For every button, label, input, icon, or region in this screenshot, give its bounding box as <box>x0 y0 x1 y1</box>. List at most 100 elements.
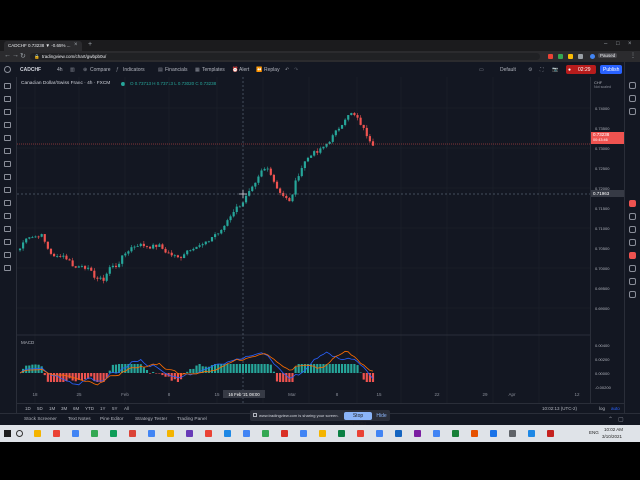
alerts-icon[interactable] <box>629 95 636 102</box>
taskbar-app-icon[interactable] <box>148 430 155 437</box>
compare-button[interactable]: Compare <box>90 67 111 73</box>
crosshair-tool-icon[interactable] <box>4 83 11 89</box>
menu-icon[interactable]: ⋮ <box>630 53 636 59</box>
hide-share-button[interactable]: Hide <box>376 412 387 419</box>
tab-close-icon[interactable]: × <box>74 42 78 48</box>
minimize-icon[interactable]: – <box>604 41 608 47</box>
lock-drawings-icon[interactable] <box>4 239 11 245</box>
replay-button[interactable]: Replay <box>264 67 280 73</box>
range-button[interactable]: 5Y <box>112 406 118 411</box>
panel-tab[interactable]: Pine Editor <box>100 417 124 422</box>
search-icon[interactable] <box>16 430 23 437</box>
trash-icon[interactable] <box>4 265 11 271</box>
trendline-tool-icon[interactable] <box>4 96 11 102</box>
taskbar-app-icon[interactable] <box>547 430 554 437</box>
panel-tab[interactable]: Trading Panel <box>177 417 207 422</box>
taskbar-app-icon[interactable] <box>224 430 231 437</box>
taskbar-app-icon[interactable] <box>129 430 136 437</box>
templates-button[interactable]: Templates <box>202 67 225 73</box>
price-axis[interactable]: CHF Not scaled 0.74000 0.73500 0.73000 0.72… <box>590 77 625 403</box>
streams-icon[interactable] <box>629 239 636 246</box>
maximize-panel-icon[interactable]: ▢ <box>618 417 624 423</box>
taskbar-app-icon[interactable] <box>262 430 269 437</box>
icon-tool-icon[interactable] <box>4 174 11 180</box>
taskbar-time[interactable]: 10:02 AM <box>604 427 624 432</box>
stop-sharing-button[interactable]: Stop sharing <box>344 411 372 427</box>
taskbar-app-icon[interactable] <box>528 430 535 437</box>
financials-button[interactable]: Financials <box>165 67 188 73</box>
forward-icon[interactable]: → <box>12 52 19 59</box>
taskbar-app-icon[interactable] <box>433 430 440 437</box>
log-toggle[interactable]: log <box>599 406 606 411</box>
extension-icon[interactable] <box>548 54 553 59</box>
chart-pane[interactable]: Canadian Dollar/Swiss Franc · 4h · FXCM … <box>17 77 607 403</box>
taskbar-app-icon[interactable] <box>376 430 383 437</box>
profile-avatar[interactable] <box>590 54 595 59</box>
taskbar-app-icon[interactable] <box>452 430 459 437</box>
ideas-icon[interactable] <box>629 226 636 233</box>
browser-tab[interactable]: CADCHF 0.73238 ▼ -0.65% ... × <box>4 41 82 51</box>
fib-tool-icon[interactable] <box>4 109 11 115</box>
price-chart[interactable]: 18 25 Feb 8 15 Mar 8 15 22 29 Apr 12 16 Feb '21 08:0… <box>17 77 590 403</box>
ruler-tool-icon[interactable] <box>4 187 11 193</box>
watchlist-icon[interactable] <box>629 82 636 89</box>
extension-icon[interactable] <box>578 54 583 59</box>
range-button[interactable]: 1Y <box>100 406 106 411</box>
taskbar-app-icon[interactable] <box>414 430 421 437</box>
range-button[interactable]: 5D <box>37 406 43 411</box>
fullscreen-icon[interactable]: ⛶ <box>540 67 544 73</box>
order-panel-icon[interactable] <box>629 291 636 298</box>
text-tool-icon[interactable] <box>4 135 11 141</box>
range-button[interactable]: 6M <box>73 406 80 411</box>
utc-clock[interactable]: 10:02:13 (UTC-2) <box>542 406 578 411</box>
taskbar-app-icon[interactable] <box>91 430 98 437</box>
taskbar-app-icon[interactable] <box>186 430 193 437</box>
chats-icon[interactable] <box>629 265 636 272</box>
taskbar-app-icon[interactable] <box>319 430 326 437</box>
magnet-tool-icon[interactable] <box>4 213 11 219</box>
taskbar-app-icon[interactable] <box>34 430 41 437</box>
new-tab-icon[interactable]: + <box>88 41 93 48</box>
taskbar-app-icon[interactable] <box>338 430 345 437</box>
help-icon[interactable] <box>629 278 636 285</box>
taskbar-date[interactable]: 3/10/2021 <box>602 434 623 439</box>
profile-label[interactable]: Paused <box>598 53 618 58</box>
notifications-icon[interactable] <box>629 252 636 259</box>
taskbar-app-icon[interactable] <box>167 430 174 437</box>
indicators-button[interactable]: Indicators <box>123 67 145 73</box>
range-button[interactable]: All <box>124 406 130 411</box>
calendar-icon[interactable] <box>629 213 636 220</box>
user-menu-icon[interactable] <box>4 66 11 73</box>
range-button[interactable]: YTD <box>85 406 94 411</box>
taskbar-app-icon[interactable] <box>471 430 478 437</box>
pattern-tool-icon[interactable] <box>4 148 11 154</box>
data-window-icon[interactable] <box>629 108 636 115</box>
chart-type-icon[interactable]: ▥ <box>70 67 75 73</box>
taskbar-app-icon[interactable] <box>300 430 307 437</box>
taskbar-app-icon[interactable] <box>72 430 79 437</box>
taskbar-app-icon[interactable] <box>509 430 516 437</box>
hotlist-icon[interactable] <box>629 200 636 207</box>
range-button[interactable]: 1M <box>49 406 56 411</box>
settings-icon[interactable]: ⚙ <box>528 67 533 73</box>
symbol-search[interactable]: CADCHF <box>20 67 42 73</box>
extension-icon[interactable] <box>568 54 573 59</box>
stay-drawing-icon[interactable] <box>4 226 11 232</box>
alert-button[interactable]: Alert <box>239 67 250 73</box>
undo-icon[interactable]: ↶ <box>285 67 290 73</box>
start-icon[interactable] <box>4 430 11 437</box>
taskbar-app-icon[interactable] <box>395 430 402 437</box>
maximize-icon[interactable]: □ <box>616 41 620 47</box>
reload-icon[interactable]: ↻ <box>20 53 26 60</box>
layout-icon[interactable]: ▭ <box>479 67 484 73</box>
range-button[interactable]: 1D <box>25 406 31 411</box>
taskbar-app-icon[interactable] <box>110 430 117 437</box>
zoom-tool-icon[interactable] <box>4 200 11 206</box>
redo-icon[interactable]: ↷ <box>294 67 299 73</box>
panel-tab[interactable]: Strategy Tester <box>135 417 168 422</box>
extension-icon[interactable] <box>558 54 563 59</box>
publish-button[interactable]: Publish <box>600 65 622 74</box>
hide-drawings-icon[interactable] <box>4 252 11 258</box>
range-button[interactable]: 3M <box>61 406 68 411</box>
trade-timer-button[interactable]: ● 02:29 <box>566 65 596 74</box>
